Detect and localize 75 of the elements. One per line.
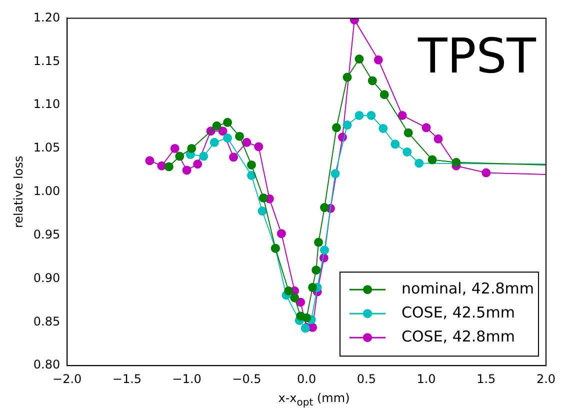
- point: [414, 158, 424, 168]
- point: [398, 110, 407, 120]
- point: [193, 160, 202, 169]
- point: [380, 90, 389, 100]
- point: [242, 138, 252, 147]
- point: [212, 121, 222, 130]
- y-tick-label: 1.20: [33, 10, 60, 24]
- x-tick-label: 0.0: [297, 372, 316, 386]
- x-tick-label: −0.5: [232, 372, 262, 386]
- legend-label: COSE, 42.8mm: [402, 327, 515, 346]
- point: [374, 55, 383, 64]
- y-tick-label: 0.90: [33, 270, 60, 285]
- point: [452, 158, 461, 167]
- point: [218, 126, 228, 136]
- point: [312, 266, 321, 275]
- point: [354, 110, 364, 120]
- point: [320, 203, 330, 212]
- point: [308, 282, 318, 292]
- point: [199, 152, 208, 161]
- point: [422, 123, 431, 132]
- x-tick-label: 2.0: [536, 372, 556, 386]
- point: [223, 118, 232, 127]
- point: [229, 152, 238, 162]
- point: [482, 168, 491, 178]
- point: [182, 166, 192, 175]
- x-tick-label: 1.0: [416, 372, 436, 386]
- point: [330, 169, 340, 178]
- point: [378, 124, 388, 133]
- point: [246, 160, 256, 170]
- point: [258, 206, 267, 216]
- point: [428, 155, 437, 164]
- annotation: TPST: [416, 28, 537, 85]
- legend-label: COSE, 42.5mm: [402, 303, 515, 322]
- point: [402, 147, 412, 156]
- x-tick-label: −1.5: [112, 372, 142, 386]
- point: [223, 134, 232, 143]
- point: [314, 238, 324, 247]
- x-tick-label: −2.0: [52, 372, 82, 386]
- x-tick-label: 0.5: [356, 372, 376, 386]
- y-tick-label: 0.95: [33, 227, 60, 242]
- point: [368, 76, 377, 86]
- point: [302, 313, 312, 322]
- point: [276, 229, 286, 238]
- point: [254, 142, 264, 152]
- x-tick-label: 1.5: [476, 372, 496, 386]
- x-tick-label: −1.0: [172, 372, 202, 386]
- point: [354, 54, 364, 64]
- point: [342, 72, 352, 82]
- y-tick-label: 0.85: [33, 314, 60, 328]
- point: [390, 140, 400, 149]
- point: [187, 144, 196, 153]
- point: [366, 110, 376, 120]
- y-tick-label: 1.05: [33, 140, 60, 155]
- point: [290, 293, 300, 302]
- point: [434, 134, 443, 144]
- point: [175, 152, 184, 161]
- point: [332, 123, 341, 132]
- point: [170, 144, 180, 153]
- y-axis-title: relative loss: [11, 156, 26, 228]
- legend-label: nominal, 42.8mm: [402, 279, 534, 298]
- y-tick-label: 1.10: [33, 97, 60, 112]
- point: [164, 162, 174, 172]
- y-tick-label: 0.80: [33, 358, 60, 372]
- point: [246, 170, 256, 180]
- point: [235, 132, 244, 141]
- y-tick-label: 1.15: [33, 54, 60, 68]
- point: [404, 128, 413, 138]
- point: [210, 138, 219, 147]
- point: [342, 120, 352, 130]
- x-axis-title: x-x$_{opt}$ (mm): [277, 390, 351, 410]
- point: [284, 286, 294, 296]
- point: [258, 193, 268, 202]
- point: [145, 156, 154, 166]
- point: [320, 246, 330, 255]
- y-tick-label: 1.00: [33, 184, 60, 198]
